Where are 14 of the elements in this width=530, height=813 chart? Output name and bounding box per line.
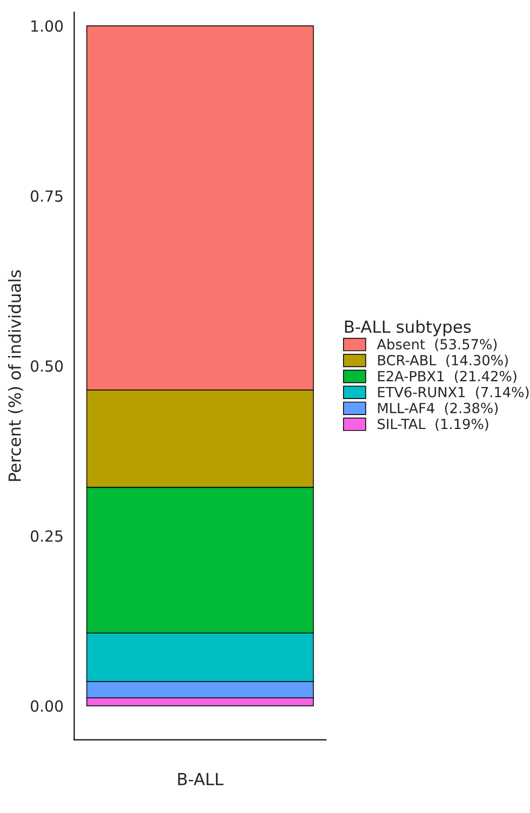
y-tick-label: 0.50	[30, 360, 63, 372]
y-tick-label: 0.75	[30, 190, 62, 202]
y-tick-label: 1.00	[31, 20, 63, 32]
legend-label: E2A-PBX1 (21.42%)	[378, 370, 516, 384]
legend-label: Absent (53.57%)	[376, 338, 497, 352]
y-tick-label: 0.25	[30, 530, 62, 542]
legend-label: BCR-ABL (14.30%)	[378, 354, 508, 368]
legend-label: ETV6-RUNX1 (7.14%)	[378, 386, 529, 399]
y-axis-title: Percent (%) of individuals	[8, 270, 23, 481]
x-axis-title: B-ALL	[178, 772, 224, 786]
legend-label: SIL-TAL (1.19%)	[378, 418, 488, 431]
legend-label: MLL-AF4 (2.38%)	[378, 402, 498, 415]
legend-title: B-ALL subtypes	[345, 320, 471, 336]
y-tick-label: 0.00	[30, 700, 63, 712]
